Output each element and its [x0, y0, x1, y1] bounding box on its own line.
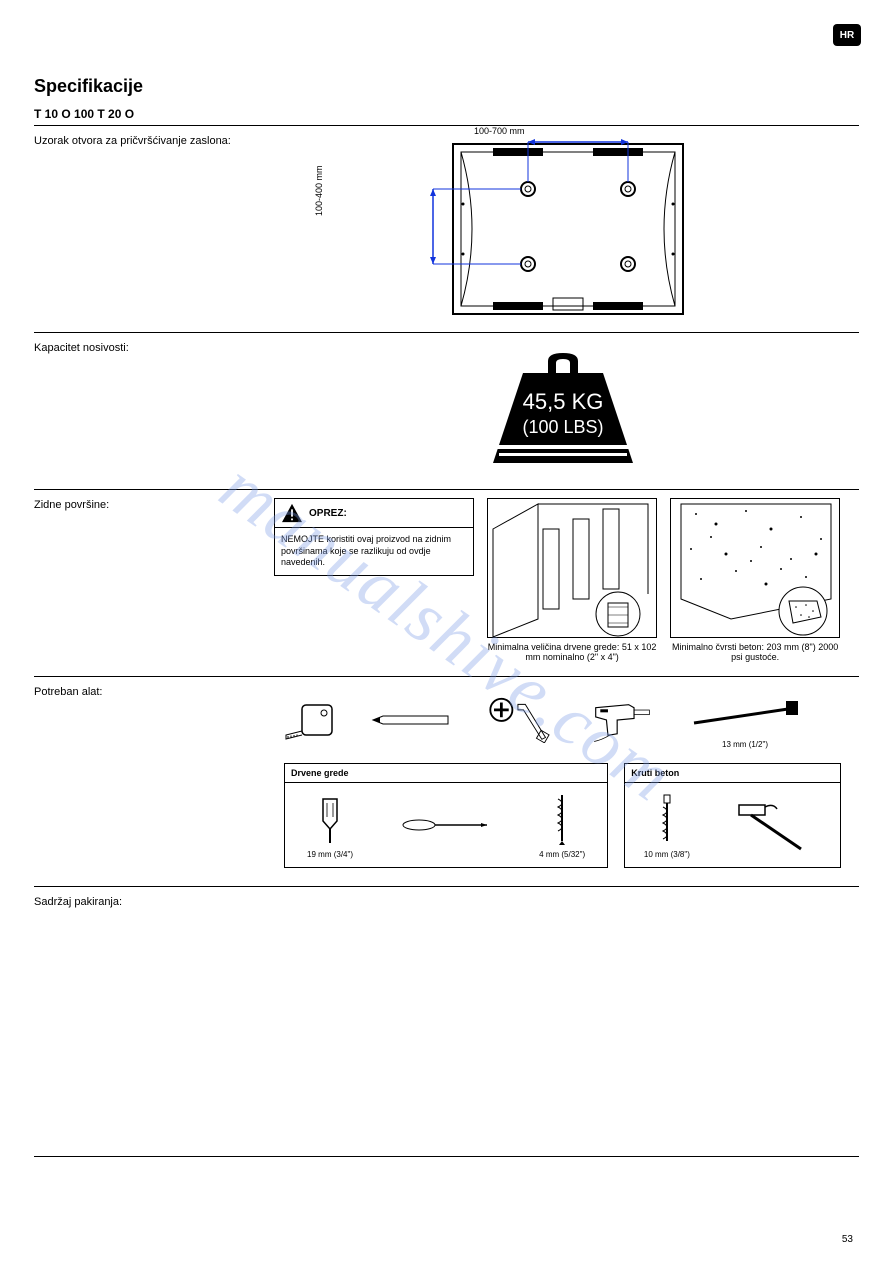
- table-row: Zidne površine: OPREZ: NEMOJTE koristiti…: [34, 490, 859, 677]
- vesa-v-dim: 100-400 mm: [314, 165, 324, 216]
- drill-icon: [576, 697, 666, 743]
- wood-tools-box: Drvene grede 19 mm (3/4"): [284, 763, 608, 868]
- spade-bit-icon: [315, 793, 345, 847]
- hammer-icon: [731, 799, 821, 853]
- awl-icon: [401, 798, 491, 852]
- weight-icon: 45,5 KG (100 LBS): [274, 341, 851, 481]
- table-row: Sadržaj pakiranja:: [34, 887, 859, 1157]
- spec-table: Uzorak otvora za pričvršćivanje zaslona:: [34, 125, 859, 1157]
- table-row: Uzorak otvora za pričvršćivanje zaslona:: [34, 126, 859, 333]
- concrete-tools-header: Kruti beton: [625, 764, 840, 783]
- contents-label: Sadržaj pakiranja:: [34, 895, 266, 910]
- concrete-caption: Minimalno čvrsti beton: 203 mm (8") 2000…: [670, 642, 840, 662]
- vesa-label: Uzorak otvora za pričvršćivanje zaslona:: [34, 134, 266, 149]
- masonry-bit-icon: [657, 793, 677, 847]
- wood-caption: Minimalna veličina drvene grede: 51 x 10…: [487, 642, 657, 662]
- language-badge: HR: [833, 24, 861, 46]
- wrench-size: 13 mm (1/2"): [690, 740, 800, 749]
- tools-label: Potreban alat:: [34, 685, 266, 700]
- warning-icon: [281, 503, 303, 523]
- warning-box: OPREZ: NEMOJTE koristiti ovaj proizvod n…: [274, 498, 474, 576]
- concrete-figure: [670, 498, 840, 638]
- tape-measure-icon: [284, 697, 344, 743]
- weight-lbs-text: (100 LBS): [522, 417, 603, 437]
- wall-label: Zidne površine:: [34, 498, 266, 513]
- socket-wrench-icon: [690, 691, 800, 737]
- vesa-diagram: [274, 134, 851, 324]
- page-title: Specifikacije: [34, 76, 859, 97]
- weight-kg-text: 45,5 KG: [522, 389, 603, 414]
- warning-body: NEMOJTE koristiti ovaj proizvod na zidni…: [275, 528, 473, 575]
- contents-graphic: [274, 887, 859, 1157]
- concrete-tools-box: Kruti beton 10 mm (3/8"): [624, 763, 841, 868]
- masonry-bit-size: 10 mm (3/8"): [644, 850, 690, 859]
- vesa-h-dim: 100-700 mm: [474, 126, 525, 136]
- capacity-label: Kapacitet nosivosti:: [34, 341, 266, 356]
- wood-tools-header: Drvene grede: [285, 764, 607, 783]
- twist-bit-icon: [552, 793, 572, 847]
- model-subtitle: T 10 O 100 T 20 O: [34, 107, 859, 121]
- table-row: Kapacitet nosivosti: 45,5 KG (100 LBS): [34, 333, 859, 490]
- table-row: Potreban alat:: [34, 677, 859, 887]
- screwdriver-icon: [482, 697, 552, 743]
- warning-title: OPREZ:: [309, 508, 347, 519]
- page-number: 53: [842, 1234, 853, 1245]
- twist-bit-size: 4 mm (5/32"): [539, 850, 585, 859]
- spade-bit-size: 19 mm (3/4"): [307, 850, 353, 859]
- wood-stud-figure: [487, 498, 657, 638]
- pencil-icon: [368, 697, 458, 743]
